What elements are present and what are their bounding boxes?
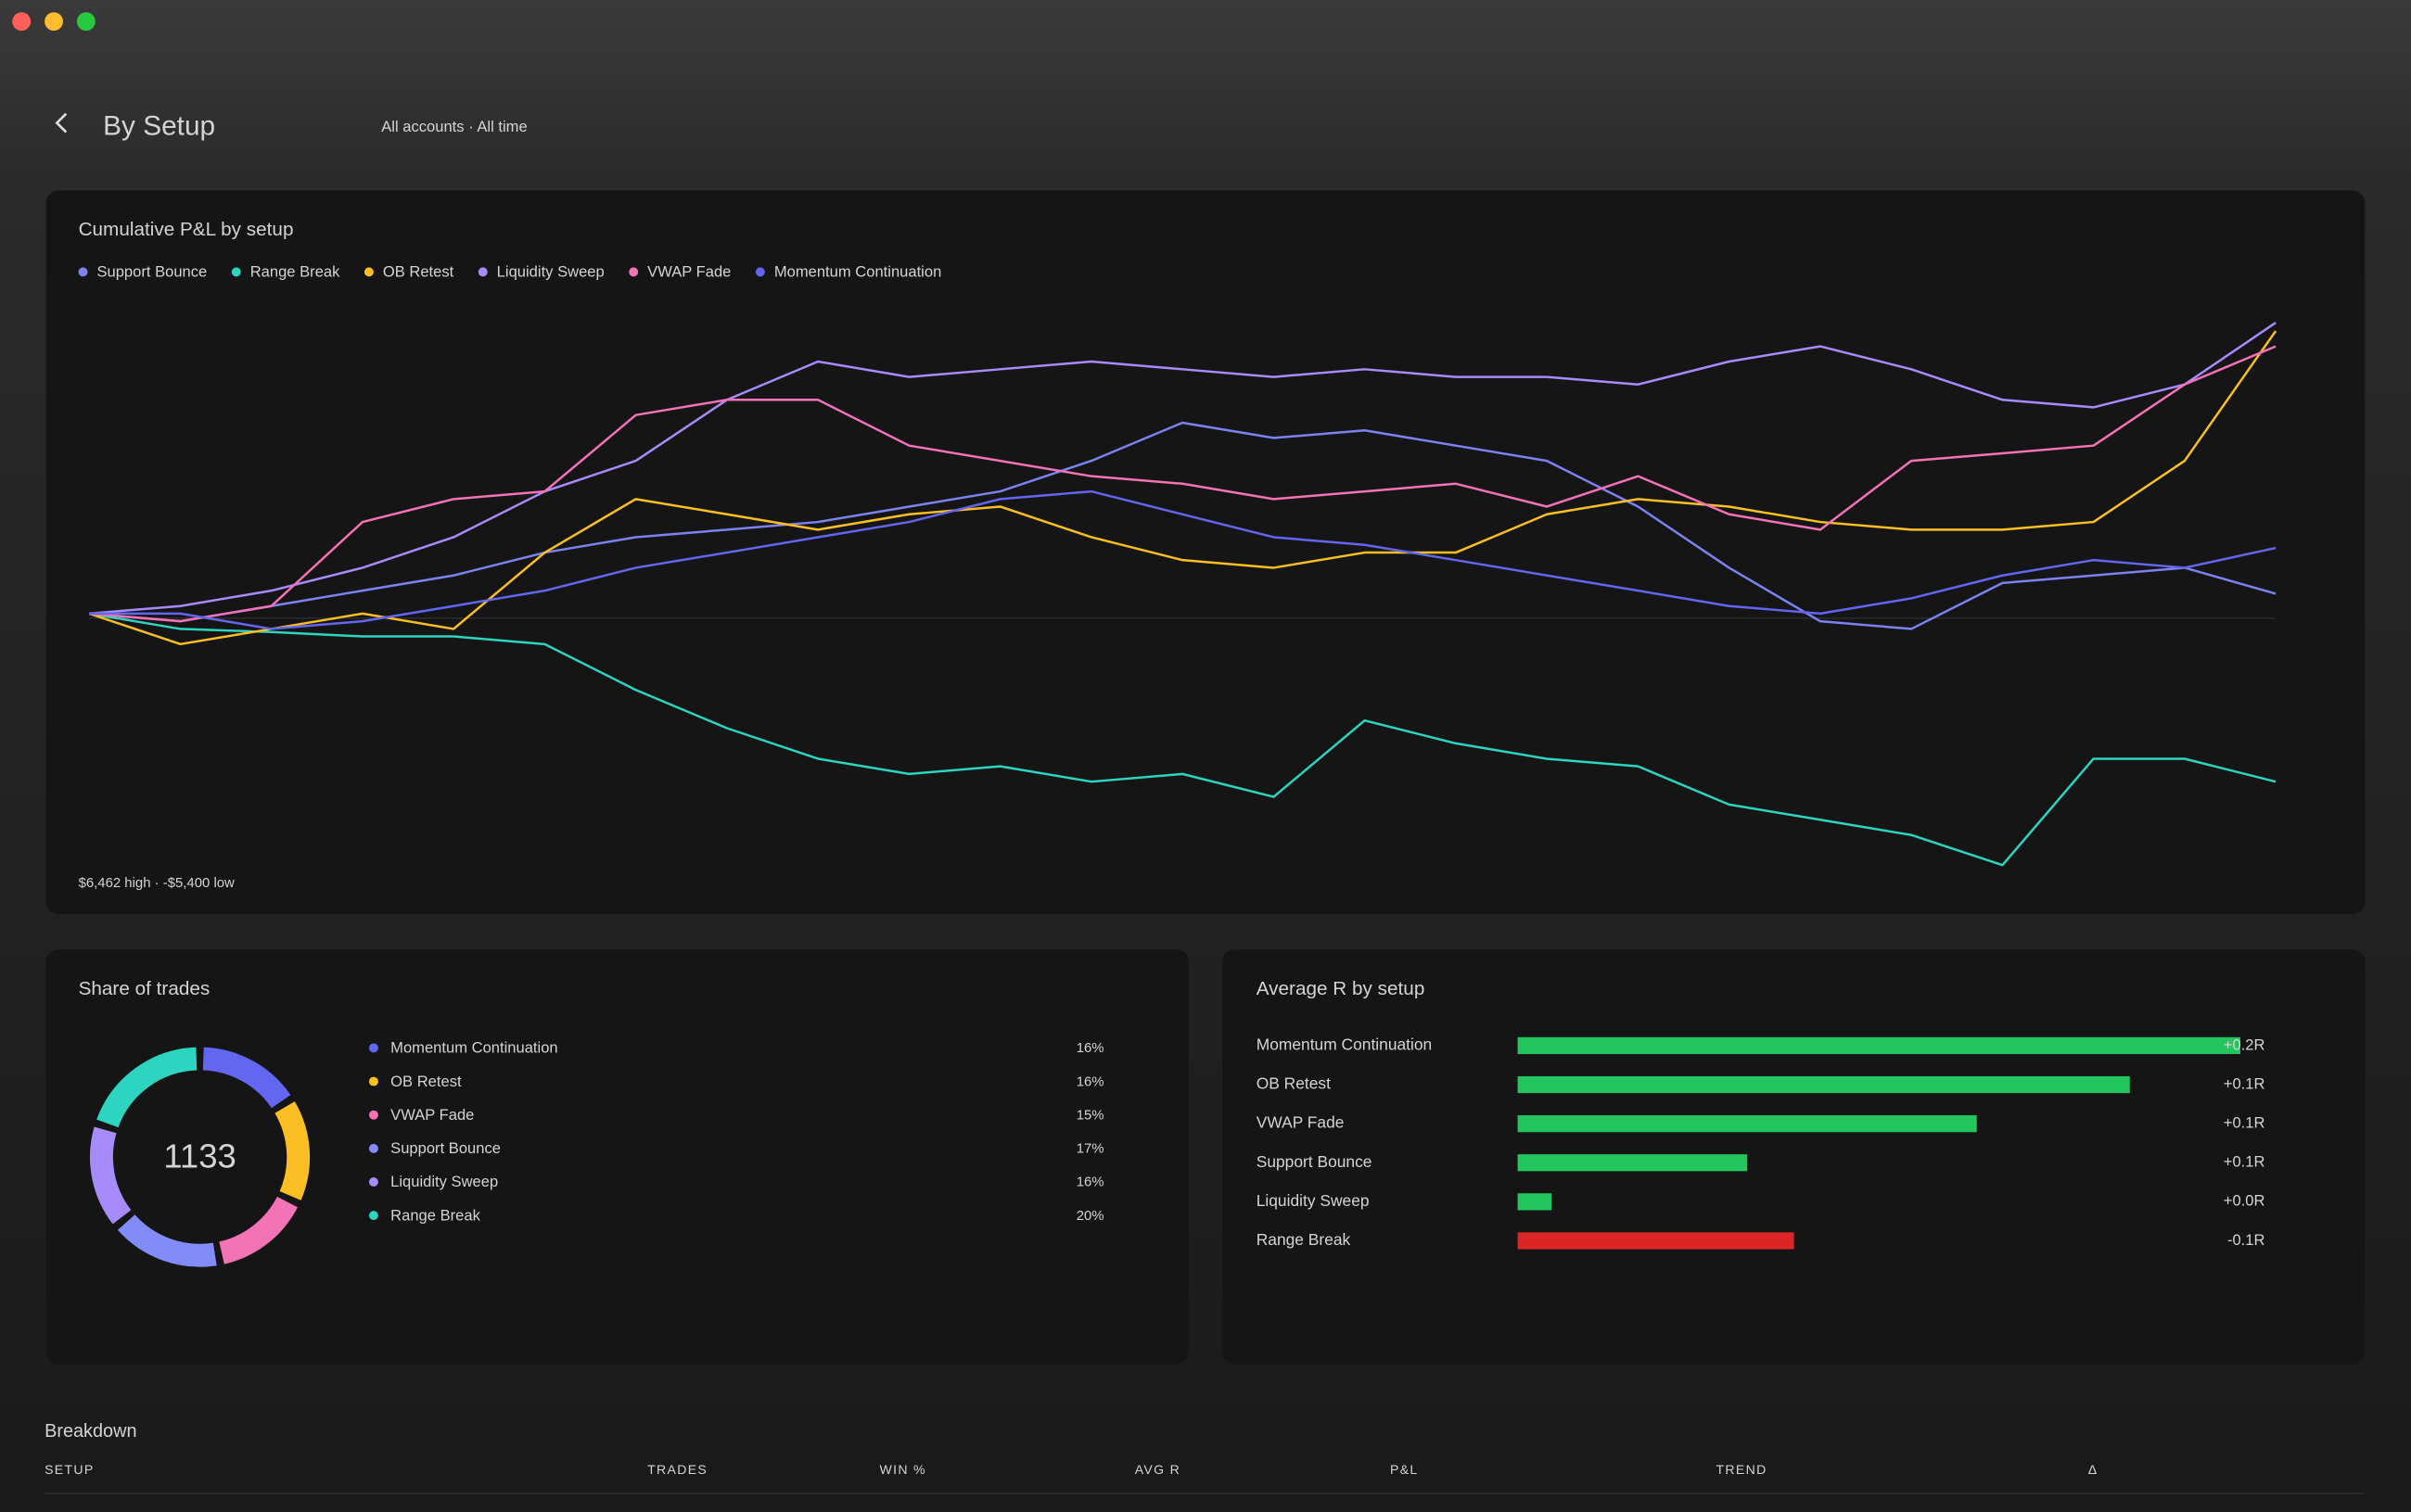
legend-dot [478,267,488,277]
bar-category: Support Bounce [1257,1152,1372,1171]
column-header: AVG R [1135,1462,1180,1477]
back-button[interactable] [55,112,68,133]
bar-value-label: +0.1R [2224,1114,2265,1132]
page-title: By Setup [103,110,215,141]
legend-dot [368,1110,378,1120]
breakdown-title: Breakdown [45,1421,136,1442]
bar-value-label: +0.2R [2224,1036,2265,1053]
legend-label: VWAP Fade [647,263,731,281]
bar-category: Liquidity Sweep [1257,1191,1370,1210]
bar-category: Range Break [1257,1230,1351,1249]
column-header: P&L [1390,1462,1419,1477]
legend-label: Momentum Continuation [390,1039,557,1057]
share-card [45,949,1189,1365]
donut-slice [218,1196,299,1264]
cumulative-card [45,190,2366,915]
series-line [88,330,2277,646]
range-note: $6,462 high · -$5,400 low [79,875,235,891]
legend-label: Support Bounce [96,263,207,281]
bar-value-label: +0.1R [2224,1074,2265,1092]
legend-dot [78,267,88,277]
legend-label: Liquidity Sweep [390,1173,498,1190]
bar-value-label: +0.0R [2224,1192,2265,1210]
card-title: Share of trades [79,978,210,999]
legend-dot [364,267,374,277]
legend-dot [368,1076,378,1086]
column-header: WIN % [879,1462,925,1477]
close-button[interactable] [12,12,32,32]
legend-label: Range Break [390,1206,480,1224]
donut-slice [274,1101,311,1201]
series-line [89,421,2277,630]
legend-label: OB Retest [390,1073,462,1090]
bar [1517,1193,1552,1211]
column-header: SETUP [45,1462,95,1477]
legend-label: Range Break [250,263,340,281]
bar [1517,1232,1794,1250]
share-label: 16% [1077,1175,1104,1190]
bar [1517,1154,1748,1172]
bar-value-label: -0.1R [2227,1231,2265,1249]
minimize-button[interactable] [45,12,63,32]
donut-total: 1133 [163,1137,236,1175]
bar-category: OB Retest [1257,1074,1331,1093]
donut-slice [96,1047,198,1128]
bar [1517,1115,1977,1133]
bar [1517,1036,2240,1055]
share-label: 20% [1077,1208,1104,1224]
series-line [89,345,2277,623]
card-title: Cumulative P&L by setup [79,219,294,240]
bar-value-label: +0.1R [2224,1153,2265,1171]
donut-slice [117,1214,217,1267]
column-header: TREND [1716,1462,1767,1477]
legend-dot [231,267,241,277]
legend-dot [629,267,639,277]
donut-slice [90,1126,132,1225]
series-line [88,612,2277,867]
bar-category: VWAP Fade [1257,1113,1345,1132]
card-title: Average R by setup [1257,978,1425,999]
legend-dot [368,1211,378,1221]
share-label: 16% [1077,1040,1104,1056]
series-line [89,322,2277,616]
avg-r-card [1222,949,2366,1365]
share-label: 15% [1077,1107,1104,1123]
zoom-button[interactable] [76,12,96,32]
bar-category: Momentum Continuation [1257,1036,1433,1054]
legend-dot [368,1043,378,1053]
share-label: 16% [1077,1074,1104,1089]
legend-label: VWAP Fade [390,1106,474,1124]
legend-label: Momentum Continuation [774,263,941,281]
column-header: TRADES [647,1462,708,1477]
legend-label: OB Retest [383,263,454,281]
bar [1517,1075,2130,1094]
series-line [89,489,2277,630]
column-header: Δ [2088,1462,2098,1477]
legend-label: Support Bounce [390,1139,501,1157]
legend-dot [368,1176,378,1187]
legend-label: Liquidity Sweep [497,263,605,281]
donut-slice [202,1047,291,1109]
page-subtitle: All accounts · All time [381,118,527,135]
legend-dot [368,1143,378,1153]
share-label: 17% [1077,1141,1104,1157]
legend-dot [755,267,765,277]
